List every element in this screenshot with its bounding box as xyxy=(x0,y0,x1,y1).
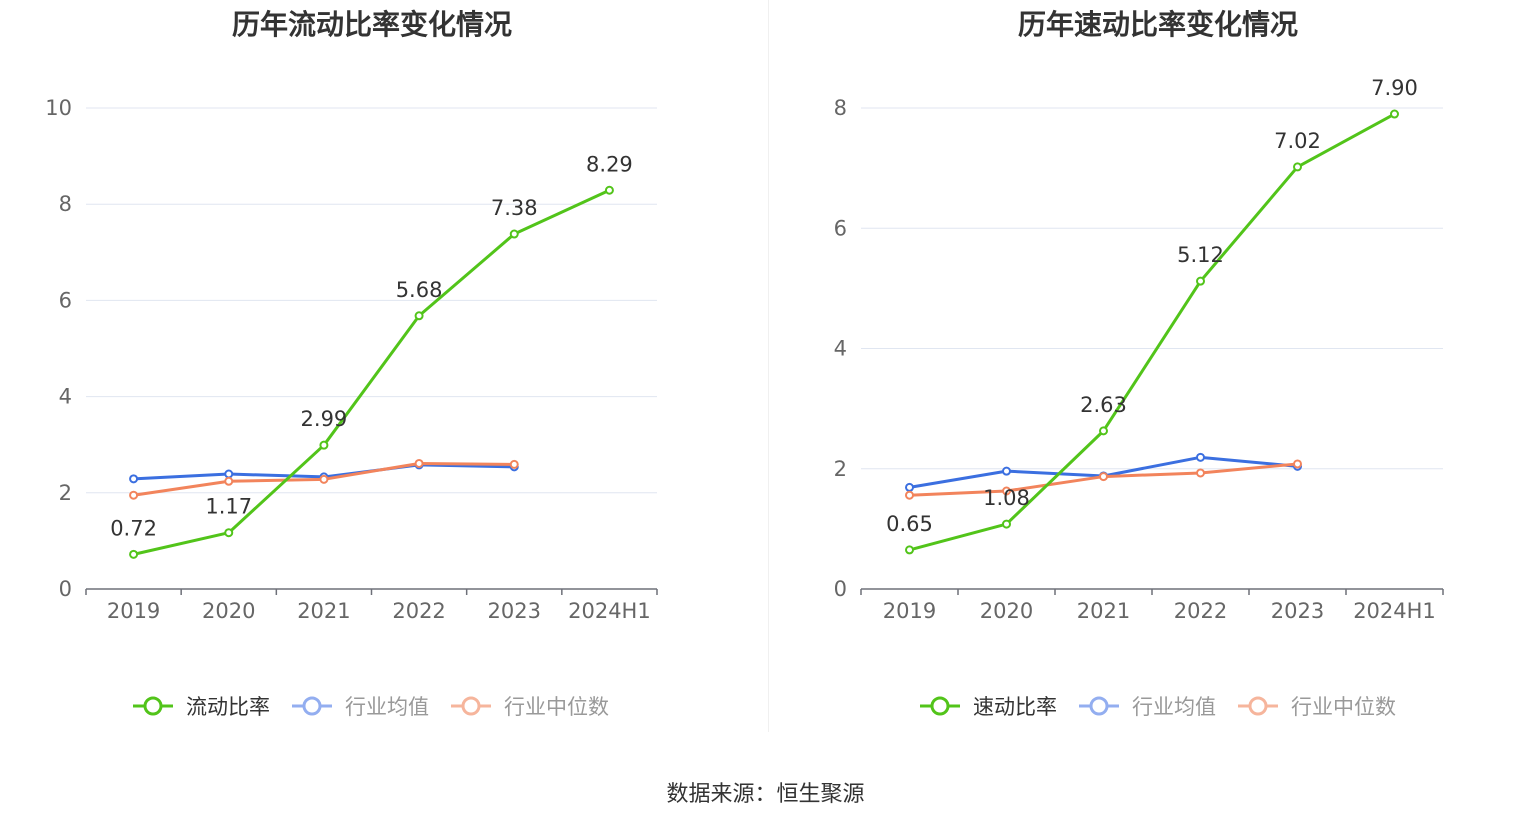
y-tick-label: 6 xyxy=(834,216,847,240)
data-point-main xyxy=(1099,426,1108,436)
quick-ratio-chart: 历年速动比率变化情况 0 2 4 6 8 2019 2020 2021 2022 2023 2024H… xyxy=(834,8,1444,719)
chart-title: 历年流动比率变化情况 xyxy=(232,8,512,41)
data-point-industry-median xyxy=(319,474,329,484)
legend-item: 行业均值 xyxy=(292,695,429,719)
data-point-industry-median xyxy=(414,458,424,468)
series-line-main xyxy=(909,112,1396,552)
legend-item: 流动比率 xyxy=(133,695,270,719)
legend-marker-icon xyxy=(1248,696,1268,716)
data-point-main xyxy=(319,440,329,450)
data-label: 2.63 xyxy=(1080,393,1127,417)
data-point-main xyxy=(905,545,914,555)
data-label: 2.99 xyxy=(301,407,348,431)
y-tick-label: 0 xyxy=(834,577,847,601)
data-label: 7.02 xyxy=(1274,129,1321,153)
data-label: 0.72 xyxy=(110,516,157,540)
legend-item: 行业中位数 xyxy=(1238,695,1396,719)
data-point-industry-average xyxy=(1196,452,1205,462)
x-tick-label: 2024H1 xyxy=(568,599,651,623)
legend-item: 行业均值 xyxy=(1079,695,1216,719)
legend-label: 行业均值 xyxy=(345,695,429,719)
data-point-industry-median xyxy=(1002,486,1011,496)
legend-label: 速动比率 xyxy=(973,695,1057,719)
legend-marker-icon xyxy=(461,696,481,716)
x-tick-label: 2019 xyxy=(107,599,160,623)
data-point-industry-average xyxy=(224,469,234,479)
data-point-main xyxy=(1293,162,1302,172)
data-label: 1.08 xyxy=(983,486,1030,510)
data-point-main xyxy=(414,311,424,321)
x-tick-label: 2020 xyxy=(980,599,1033,623)
x-tick-label: 2021 xyxy=(1077,599,1130,623)
data-point-main xyxy=(1196,276,1205,286)
chart-panel-current-ratio: 历年流动比率变化情况 0 2 4 6 8 10 2019 2020 2021 2022 2023 202… xyxy=(0,0,765,740)
data-source-note: 数据来源：恒生聚源 xyxy=(666,782,865,807)
data-point-industry-median xyxy=(905,490,914,500)
data-label: 0.65 xyxy=(886,512,933,536)
y-tick-label: 0 xyxy=(59,577,72,601)
data-label: 5.12 xyxy=(1177,243,1224,267)
y-tick-label: 10 xyxy=(45,96,72,120)
data-point-main xyxy=(129,549,139,559)
y-tick-label: 8 xyxy=(59,192,72,216)
data-point-industry-average xyxy=(905,482,914,492)
panel-divider xyxy=(768,0,769,732)
data-point-main xyxy=(1002,519,1011,529)
data-point-industry-median xyxy=(129,490,139,500)
x-tick-label: 2024H1 xyxy=(1353,599,1436,623)
x-tick-label: 2020 xyxy=(202,599,255,623)
y-tick-label: 2 xyxy=(59,481,72,505)
current-ratio-chart: 历年流动比率变化情况 0 2 4 6 8 10 2019 2020 2021 2022 2023 202… xyxy=(45,8,658,719)
series-line-main xyxy=(133,188,611,556)
data-point-main xyxy=(604,185,614,195)
x-tick-label: 2019 xyxy=(883,599,936,623)
data-point-main xyxy=(224,528,234,538)
data-point-industry-average xyxy=(1002,466,1011,476)
data-label: 7.38 xyxy=(491,196,538,220)
legend-label: 流动比率 xyxy=(186,695,270,719)
data-point-industry-median xyxy=(509,459,519,469)
data-label: 8.29 xyxy=(586,152,633,176)
data-point-industry-average xyxy=(129,474,139,484)
y-tick-label: 4 xyxy=(834,337,847,361)
data-point-industry-median xyxy=(1099,472,1108,482)
x-tick-label: 2022 xyxy=(1174,599,1227,623)
x-tick-label: 2023 xyxy=(488,599,541,623)
data-point-main xyxy=(509,229,519,239)
legend-label: 行业中位数 xyxy=(504,695,609,719)
data-label: 7.90 xyxy=(1371,76,1418,100)
legend-marker-icon xyxy=(143,696,163,716)
legend-item: 速动比率 xyxy=(920,695,1057,719)
y-tick-label: 6 xyxy=(59,288,72,312)
x-tick-label: 2021 xyxy=(297,599,350,623)
legend-label: 行业均值 xyxy=(1132,695,1216,719)
y-tick-label: 4 xyxy=(59,385,72,409)
data-label: 5.68 xyxy=(396,278,443,302)
chart-panel-quick-ratio: 历年速动比率变化情况 0 2 4 6 8 2019 2020 2021 2022 2023 2024H… xyxy=(766,0,1531,740)
data-label: 1.17 xyxy=(205,495,252,519)
legend-marker-icon xyxy=(1089,696,1109,716)
legend-item: 行业中位数 xyxy=(451,695,609,719)
legend-marker-icon xyxy=(302,696,322,716)
x-tick-label: 2023 xyxy=(1271,599,1324,623)
chart-title: 历年速动比率变化情况 xyxy=(1018,8,1298,41)
data-point-main xyxy=(1390,109,1399,119)
data-point-industry-median xyxy=(1293,459,1302,469)
y-tick-label: 2 xyxy=(834,457,847,481)
legend-marker-icon xyxy=(930,696,950,716)
data-point-industry-median xyxy=(224,476,234,486)
data-point-industry-median xyxy=(1196,468,1205,478)
y-tick-label: 8 xyxy=(834,96,847,120)
legend-label: 行业中位数 xyxy=(1291,695,1396,719)
x-tick-label: 2022 xyxy=(392,599,445,623)
